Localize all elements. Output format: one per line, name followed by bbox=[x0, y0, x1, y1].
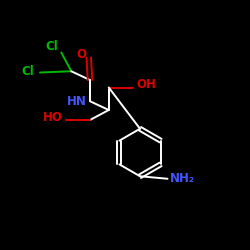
Text: OH: OH bbox=[136, 78, 156, 92]
Text: HO: HO bbox=[42, 111, 62, 124]
Text: Cl: Cl bbox=[22, 65, 34, 78]
Text: Cl: Cl bbox=[45, 40, 58, 53]
Text: HN: HN bbox=[67, 95, 87, 108]
Text: O: O bbox=[77, 48, 87, 61]
Text: NH₂: NH₂ bbox=[170, 172, 195, 185]
